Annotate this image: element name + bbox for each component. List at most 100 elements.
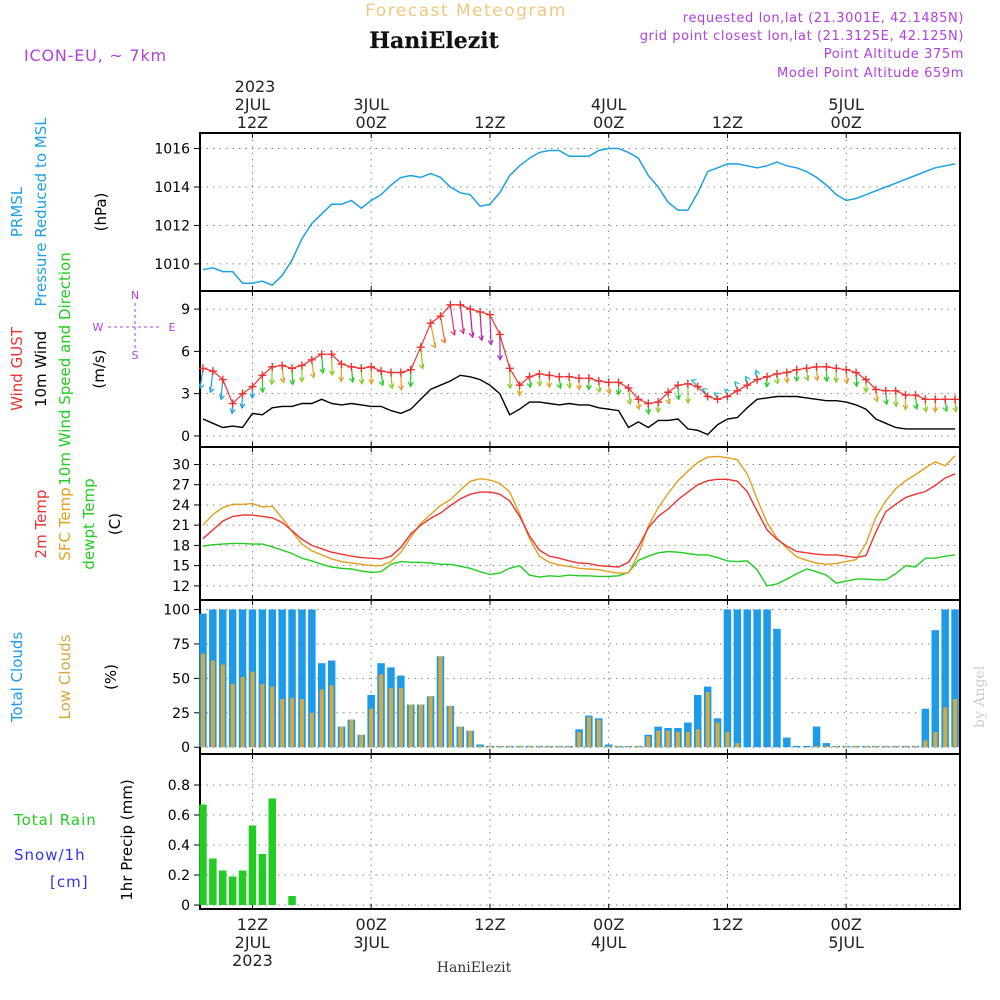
total-cloud-bar — [921, 708, 930, 748]
wind-title: 10m Wind Speed and Direction — [56, 252, 74, 485]
prmsl-unit: (hPa) — [92, 193, 110, 232]
low-cloud-bar — [646, 736, 651, 748]
gust-marker — [842, 365, 851, 374]
gust-marker — [654, 398, 663, 407]
total-cloud-bar — [723, 609, 732, 748]
low-clouds-label: Low Clouds — [56, 634, 74, 719]
y-tick-label: 1010 — [154, 257, 190, 273]
low-cloud-bar — [547, 745, 552, 748]
wind-arrow-head — [239, 403, 246, 410]
gust-marker — [782, 368, 791, 377]
low-cloud-bar — [210, 660, 215, 748]
wind-arrow-head — [773, 378, 780, 385]
gust-marker — [357, 364, 366, 373]
wind-arrow-head — [566, 383, 572, 390]
gust-marker — [951, 395, 960, 404]
y-tick-label: 6 — [181, 344, 190, 360]
low-cloud-bar — [586, 716, 591, 748]
wind-arrow-head — [685, 398, 691, 405]
total-cloud-bar — [802, 745, 811, 748]
low-cloud-bar — [814, 745, 819, 748]
gust-marker — [763, 372, 772, 381]
wind-arrow-head — [690, 378, 697, 385]
bottom-hour-label: 00Z — [356, 915, 387, 934]
rain-bar — [268, 798, 276, 905]
bottom-hour-label: 00Z — [593, 915, 624, 934]
wind-arrow-head — [823, 376, 830, 383]
low-cloud-bar — [497, 745, 502, 748]
temp-unit: (C) — [106, 513, 124, 535]
wind-arrow-head — [883, 399, 889, 406]
gust-marker — [891, 386, 900, 395]
wind-arrow-head — [626, 398, 632, 406]
y-tick-label: 1014 — [154, 180, 190, 196]
low-cloud-bar — [537, 745, 542, 748]
low-cloud-bar — [369, 708, 374, 748]
top-hour-label: 12Z — [237, 113, 268, 132]
wind-arrow-head — [605, 388, 612, 395]
y-tick-label: 1012 — [154, 218, 190, 234]
y-tick-label: 15 — [172, 559, 190, 575]
y-tick-label: 0 — [181, 740, 190, 756]
y-tick-label: 0 — [181, 898, 190, 914]
low-cloud-bar — [893, 745, 898, 748]
wind-arrow-head — [952, 406, 958, 413]
snow-label: Snow/1h — [14, 846, 86, 864]
compass-south: S — [132, 349, 139, 362]
dewpoint-line — [202, 542, 956, 587]
top-year-label: 2023 — [235, 77, 276, 96]
top-hour-label: 12Z — [712, 113, 743, 132]
gust-marker — [614, 378, 623, 387]
gust-marker — [278, 361, 287, 370]
wind-label: 10m Wind — [32, 331, 50, 407]
top-hour-label: 12Z — [474, 113, 505, 132]
panel-4: 0 0.2 0.4 0.6 0.8 — [168, 753, 961, 914]
wind-arrow-head — [199, 383, 205, 390]
low-cloud-bar — [478, 745, 483, 748]
wind-arrow-head — [388, 383, 395, 390]
wind-arrow-head — [595, 386, 602, 394]
panel-frame — [199, 753, 961, 910]
wind-arrow-head — [576, 384, 582, 391]
gust-marker — [822, 362, 831, 371]
wind-arrow-head — [249, 393, 256, 400]
total-cloud-bar — [278, 609, 286, 748]
top-hour-label: 00Z — [831, 113, 862, 132]
low-cloud-bar — [606, 745, 611, 748]
wind-arrow-head — [289, 379, 296, 386]
wind-arrow-head — [723, 388, 730, 395]
gust-marker — [258, 371, 267, 380]
gust-marker — [317, 350, 326, 359]
wind-arrow — [429, 323, 437, 348]
wind-arrow-head — [368, 379, 375, 385]
gust-marker — [575, 374, 584, 383]
bottom-hour-label: 12Z — [474, 915, 505, 934]
wind-arrow-head — [516, 390, 523, 397]
prmsl-label: PRMSL — [8, 186, 26, 237]
wind-arrow-head — [459, 328, 465, 335]
low-cloud-bar — [943, 707, 948, 748]
low-cloud-bar — [883, 745, 888, 748]
wind-arrow-head — [932, 407, 939, 414]
gust-marker — [436, 312, 445, 321]
requested-coords: requested lon,lat (21.3001E, 42.1485N) — [683, 11, 964, 26]
wind-speed-line — [202, 374, 956, 436]
model-altitude: Model Point Altitude 659m — [777, 66, 964, 81]
gust-marker — [713, 395, 722, 404]
wind-vectors — [199, 304, 958, 415]
gust-marker — [772, 369, 781, 378]
gust-marker — [406, 365, 415, 374]
gust-marker — [307, 355, 316, 364]
wind-arrow-head — [309, 372, 316, 379]
bottom-hour-label: 12Z — [237, 915, 268, 934]
wind-arrow-head — [407, 381, 414, 388]
wind-arrow-head — [556, 383, 562, 390]
prmsl-title: Pressure Reduced to MSL — [32, 117, 50, 307]
wind-arrow-head — [902, 404, 909, 411]
gust-marker — [377, 367, 386, 376]
gust-marker — [426, 319, 435, 328]
low-cloud-bar — [903, 745, 908, 748]
wind-arrow-head — [744, 375, 751, 382]
top-date-label: 3JUL — [353, 95, 389, 114]
panel-2: 12 15 18 21 24 27 30 — [172, 446, 961, 601]
